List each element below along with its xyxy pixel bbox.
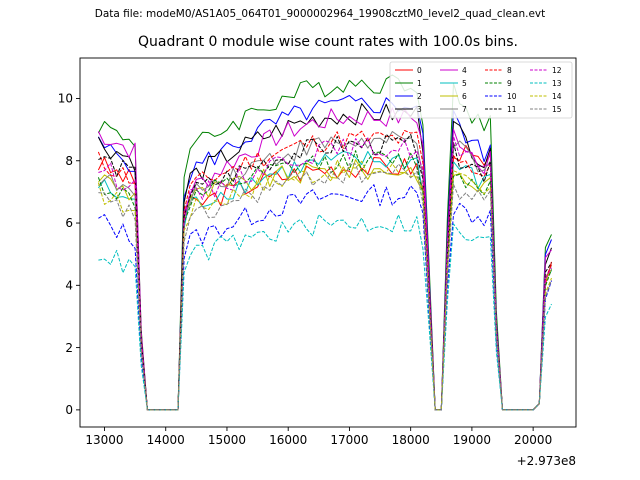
series-line-15 xyxy=(98,163,552,411)
series-line-9 xyxy=(97,150,552,411)
legend-label-9: 9 xyxy=(507,79,512,88)
series-line-2 xyxy=(97,95,552,411)
series-line-0 xyxy=(97,144,552,411)
series-line-1 xyxy=(97,74,552,411)
x-tick-label: 15000 xyxy=(208,433,246,447)
series-line-10 xyxy=(98,184,552,411)
legend-label-5: 5 xyxy=(462,79,467,88)
x-tick-label: 19000 xyxy=(453,433,491,447)
legend-label-0: 0 xyxy=(417,66,422,75)
legend-label-10: 10 xyxy=(507,92,517,101)
axes-frame xyxy=(79,57,577,428)
x-tick-label: 14000 xyxy=(147,433,185,447)
legend-label-6: 6 xyxy=(462,92,467,101)
y-tick-label: 0 xyxy=(65,403,73,417)
legend-label-13: 13 xyxy=(552,79,562,88)
chart-title: Quadrant 0 module wise count rates with … xyxy=(138,34,518,50)
plot-area xyxy=(97,74,552,411)
legend-label-11: 11 xyxy=(507,105,517,114)
legend-label-3: 3 xyxy=(417,105,422,114)
series-line-4 xyxy=(97,107,552,411)
x-tick-label: 18000 xyxy=(392,433,430,447)
suptitle: Data file: modeM0/AS1A05_064T01_90000029… xyxy=(94,8,546,20)
axes: 13000 14000 15000 16000 17000 18000 19000 20000… xyxy=(58,57,577,468)
x-tick-label: 17000 xyxy=(330,433,368,447)
y-tick-label: 6 xyxy=(65,216,73,230)
series-line-5 xyxy=(98,150,552,411)
series-line-14 xyxy=(97,159,552,411)
x-tick-label: 16000 xyxy=(269,433,307,447)
y-tick-label: 8 xyxy=(65,154,73,168)
series-line-11 xyxy=(98,133,552,411)
y-tick-label: 2 xyxy=(65,341,73,355)
series-line-3 xyxy=(97,103,552,411)
x-tick-label: 13000 xyxy=(85,433,123,447)
legend-label-14: 14 xyxy=(552,92,562,101)
legend-label-15: 15 xyxy=(552,105,562,114)
legend-label-2: 2 xyxy=(417,92,422,101)
legend-label-7: 7 xyxy=(462,105,467,114)
y-tick-label: 10 xyxy=(58,92,73,106)
x-offset-label: +2.973e8 xyxy=(517,454,576,468)
legend-box xyxy=(389,61,573,119)
legend-label-12: 12 xyxy=(552,66,562,75)
legend-label-8: 8 xyxy=(507,66,512,75)
legend-label-1: 1 xyxy=(417,79,422,88)
x-tick-label: 20000 xyxy=(514,433,552,447)
legend-label-4: 4 xyxy=(462,66,467,75)
y-tick-label: 4 xyxy=(65,279,73,293)
series-line-13 xyxy=(98,214,552,411)
